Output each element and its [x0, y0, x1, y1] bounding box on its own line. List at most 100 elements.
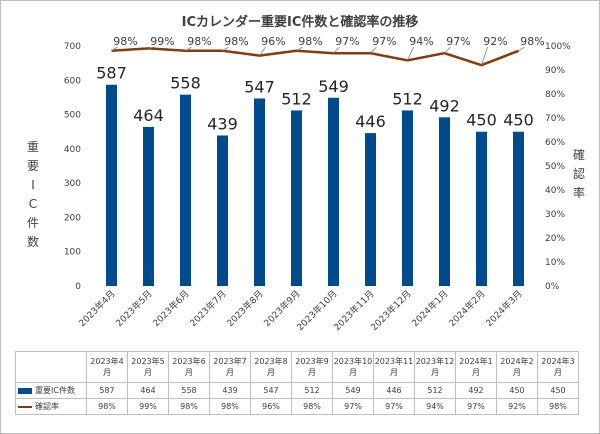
table-cell-rate: 92%: [496, 398, 538, 415]
table-header-cell: 2023年9 月: [291, 351, 333, 383]
y-tick-label: 200: [64, 213, 81, 223]
bar-value-label: 512: [281, 89, 312, 108]
rate-value-label: 92%: [483, 35, 507, 48]
leader-line: [222, 46, 229, 52]
bar: [402, 110, 413, 286]
chart: ICカレンダー重要IC件数と確認率の推移 重要IC件数 確認率 0 100 200 3…: [27, 14, 585, 333]
table-header-cell: 2023年6 月: [168, 351, 210, 383]
x-tick-label: 2023年9月: [261, 288, 302, 329]
y-axis-title: 重要IC件数: [27, 140, 39, 249]
x-tick-label: 2024年1月: [409, 288, 450, 329]
bar-value-label: 450: [503, 111, 534, 130]
table-corner: [15, 351, 87, 383]
leader-line: [518, 46, 525, 52]
y-axis-title-char: 要: [27, 159, 39, 173]
y2-axis-title-char: 確: [573, 147, 585, 162]
y-tick-label: 0: [75, 282, 81, 292]
leader-line: [444, 46, 451, 54]
table-row-rate: 確認率 98% 99% 98% 98% 96% 98% 97% 97% 94% 97% 92% 98%: [15, 398, 579, 415]
bar: [143, 126, 154, 287]
table-cell-ic-count: 464: [127, 382, 169, 399]
y-tick-label: 100: [64, 248, 81, 258]
x-tick-label: 2023年5月: [113, 288, 154, 329]
rate-value-label: 97%: [335, 35, 359, 48]
table-cell-ic-count: 439: [209, 382, 251, 399]
table-header-cell: 2023年7 月: [209, 351, 251, 383]
y-tick-label: 300: [64, 179, 81, 189]
y2-tick-label: 0%: [545, 282, 560, 292]
bar: [476, 131, 487, 286]
rate-value-label: 97%: [446, 35, 470, 48]
table-header-cell: 2023年5 月: [127, 351, 169, 383]
y-axis-title-char: I: [31, 178, 35, 192]
y2-axis-title: 確認率: [573, 147, 585, 200]
data-table: 2023年4 月 2023年5 月 2023年6 月 2023年7 月 2023年8 月 2023年…: [15, 351, 579, 415]
bar: [439, 117, 450, 286]
rate-value-label: 97%: [372, 35, 396, 48]
legend-label-line: 確認率: [35, 402, 59, 411]
bar: [180, 94, 191, 286]
x-tick-label: 2024年3月: [483, 288, 524, 329]
bar: [254, 98, 265, 286]
table-header-cell: 2024年2 月: [496, 351, 538, 383]
table-cell-ic-count: 492: [455, 382, 497, 399]
bar: [291, 110, 302, 286]
legend-key-line: [18, 405, 32, 408]
x-tick-label: 2023年7月: [187, 288, 228, 329]
rate-value-label: 98%: [520, 35, 544, 48]
y2-tick-label: 20%: [545, 234, 565, 244]
table-cell-rate: 99%: [127, 398, 169, 415]
leader-line: [407, 46, 414, 61]
y-tick-label: 600: [64, 76, 81, 86]
bar: [106, 84, 117, 286]
table-cell-ic-count: 512: [291, 382, 333, 399]
table-header-cell: 2023年8 月: [250, 351, 292, 383]
leader-line: [148, 46, 155, 49]
y2-tick-label: 40%: [545, 186, 565, 196]
y2-axis-ticks: 0% 10% 20% 30% 40% 50% 60% 70% 80% 90% 100%: [545, 42, 571, 292]
rate-value-label: 94%: [409, 35, 433, 48]
bar-value-label: 549: [318, 77, 349, 96]
table-header-cell: 2023年12 月: [414, 351, 456, 383]
y-axis-title-char: 重: [27, 140, 39, 154]
bar-value-label: 512: [392, 89, 423, 108]
y-axis-title-char: 件: [27, 216, 39, 230]
table-header-cell: 2023年10 月: [332, 351, 374, 383]
bar-value-label: 446: [355, 112, 386, 131]
table-header-cell: 2023年4 月: [86, 351, 128, 383]
table-header-row: 2023年4 月 2023年5 月 2023年6 月 2023年7 月 2023年8 月 2023年…: [15, 351, 579, 383]
table-cell-ic-count: 512: [414, 382, 456, 399]
table-header-cell: 2024年3 月: [537, 351, 579, 383]
y2-tick-label: 70%: [545, 114, 565, 124]
table-cell-ic-count: 587: [86, 382, 128, 399]
rate-value-label: 96%: [261, 35, 285, 48]
bar-series: [106, 84, 524, 287]
table-cell-rate: 98%: [537, 398, 579, 415]
table-row-head: 重要IC件数: [15, 382, 87, 399]
rate-value-label: 98%: [224, 35, 248, 48]
x-tick-label: 2023年8月: [224, 288, 265, 329]
table-cell-ic-count: 450: [496, 382, 538, 399]
bar-value-label: 439: [207, 114, 238, 133]
bar-labels: 587 464 558 439 547 512 549 446 512 492 450 450: [96, 64, 534, 134]
line-labels: 98% 99% 98% 98% 96% 98% 97% 97% 94% 97% 92% 98%: [111, 35, 545, 66]
y2-tick-label: 90%: [545, 66, 565, 76]
leader-line: [333, 46, 340, 54]
table-cell-ic-count: 446: [373, 382, 415, 399]
y-tick-label: 700: [64, 42, 81, 52]
leader-line: [481, 46, 488, 66]
bar: [513, 131, 524, 286]
table-cell-ic-count: 549: [332, 382, 374, 399]
table-cell-rate: 97%: [332, 398, 374, 415]
y2-tick-label: 80%: [545, 90, 565, 100]
leader-line: [111, 46, 118, 52]
leader-line: [259, 46, 266, 56]
legend-key-bar: [18, 387, 32, 394]
line-series: [111, 47, 519, 67]
table-cell-rate: 97%: [373, 398, 415, 415]
leader-line: [185, 46, 192, 52]
y2-axis-title-char: 率: [573, 185, 585, 200]
bar: [217, 135, 228, 286]
table-cell-rate: 98%: [291, 398, 333, 415]
leader-line: [370, 46, 377, 54]
